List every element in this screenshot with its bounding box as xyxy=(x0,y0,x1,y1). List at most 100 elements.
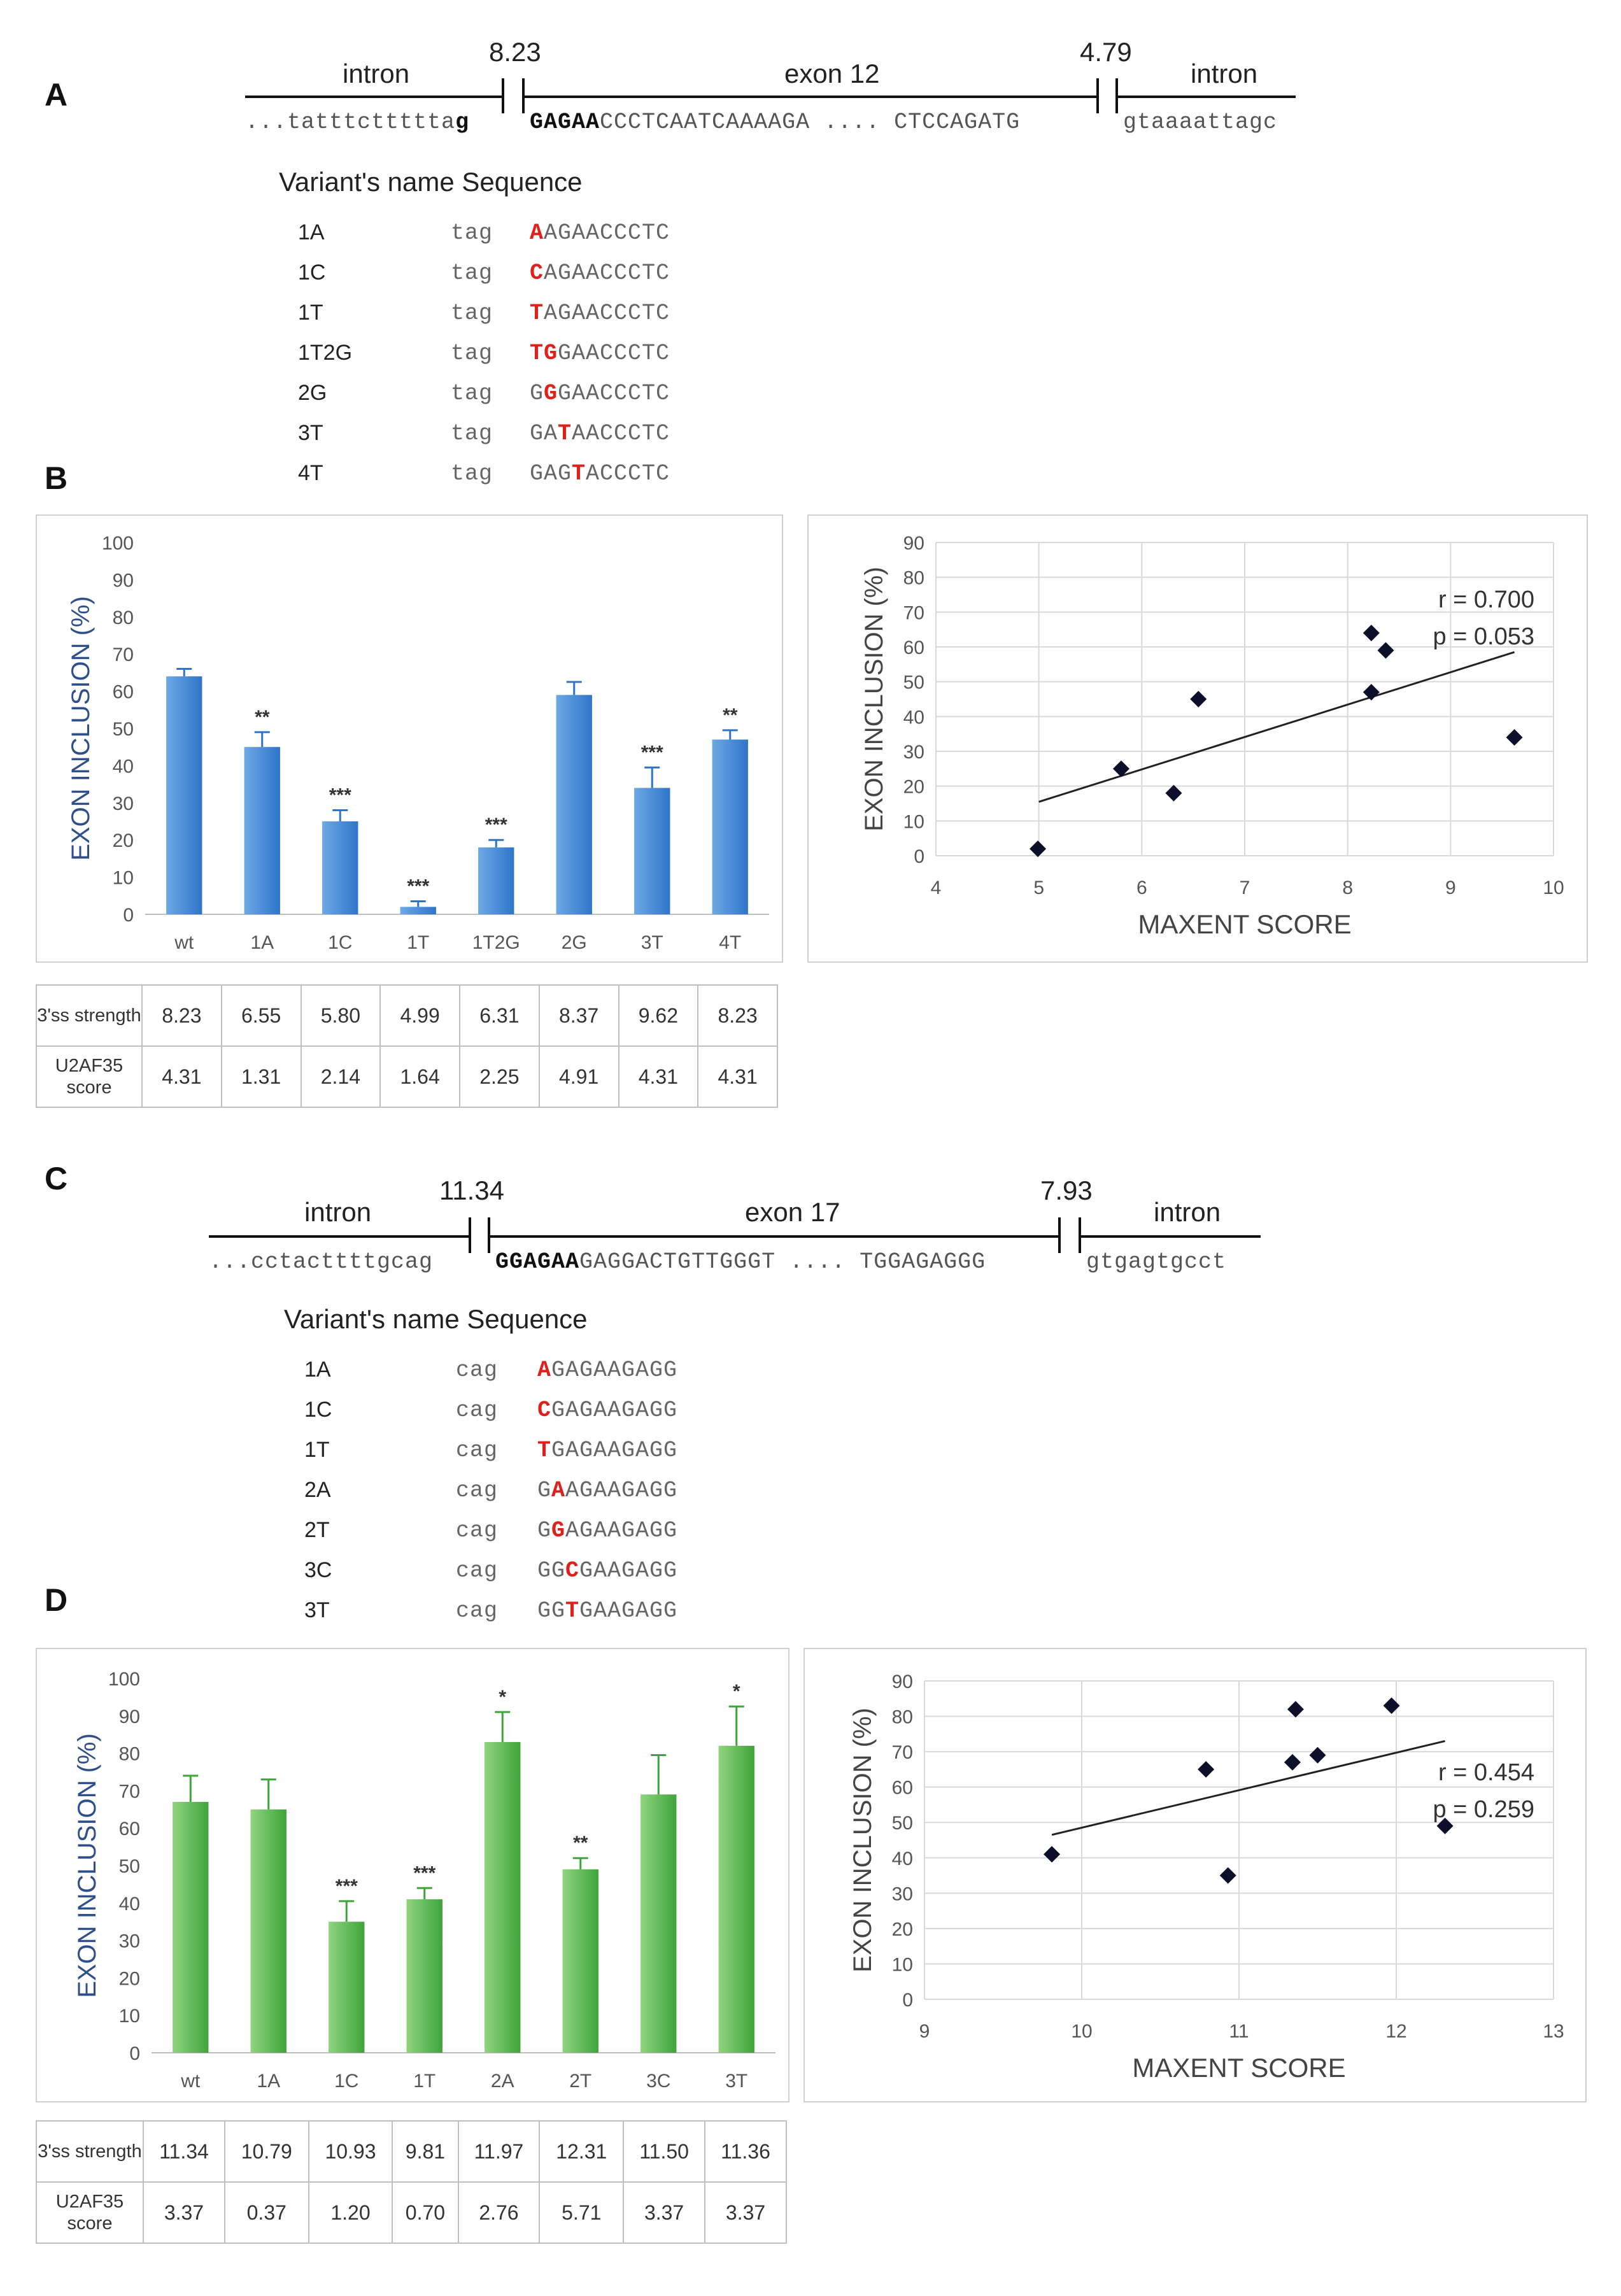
variant-seq-post: GAACCCTC xyxy=(558,341,670,366)
variant-seq-mut: C xyxy=(530,260,544,286)
c-intron-right-label: intron xyxy=(1154,1197,1221,1227)
a-left-splice-score: 8.23 xyxy=(489,37,541,67)
bar xyxy=(556,695,592,914)
y-tick-label: 50 xyxy=(903,672,924,693)
variant-seq-post: AGAAGAGG xyxy=(565,1518,678,1543)
y-tick-label: 90 xyxy=(119,1706,140,1727)
x-tick-label: 10 xyxy=(1071,2021,1092,2042)
variant-seq-mut: TG xyxy=(530,341,558,366)
variant-seq-post: GAGAAGAGG xyxy=(551,1398,678,1423)
variant-name: 3C xyxy=(304,1558,332,1582)
variant-seq-post: AGAACCCTC xyxy=(544,260,670,286)
variant-seq-post: AGAACCCTC xyxy=(544,301,670,326)
significance-marker: *** xyxy=(329,784,351,805)
variant-seq-pre: G xyxy=(537,1518,552,1543)
x-tick-label: 13 xyxy=(1543,2021,1564,2042)
variant-prefix: cag xyxy=(456,1398,499,1423)
a-intron-left-label: intron xyxy=(343,59,410,89)
x-tick-label: 1T2G xyxy=(472,932,520,953)
table-cell: 5.71 xyxy=(539,2181,625,2244)
variant-prefix: cag xyxy=(456,1478,499,1503)
y-axis-title: EXON INCLUSION (%) xyxy=(860,567,888,832)
y-tick-label: 40 xyxy=(892,1848,913,1869)
bar xyxy=(478,847,514,914)
variant-prefix: tag xyxy=(451,381,493,406)
bar xyxy=(634,788,670,914)
variant-name: 3T xyxy=(304,1598,330,1622)
bar xyxy=(322,821,358,914)
data-point xyxy=(1165,784,1182,802)
y-tick-label: 100 xyxy=(102,533,134,554)
data-point xyxy=(1287,1701,1304,1718)
y-tick-label: 40 xyxy=(113,756,134,777)
table-cell: 11.36 xyxy=(704,2120,787,2183)
table-cell: 9.81 xyxy=(392,2120,459,2183)
panel-c-label: C xyxy=(45,1161,68,1196)
variant-seq-post: AGAACCCTC xyxy=(544,220,670,246)
variant-seq-post: GAGAAGAGG xyxy=(551,1357,678,1383)
x-tick-label: wt xyxy=(174,932,194,953)
variant-seq-post: GAGAAGAGG xyxy=(551,1438,678,1463)
data-point xyxy=(1436,1817,1454,1834)
bar xyxy=(712,739,748,914)
bar xyxy=(485,1741,521,2053)
data-point xyxy=(1044,1846,1061,1863)
d-scatter-chart: 0 10 20 30 40 50 60 70 80 90 9 10 11 12 13 r = 0.454 p =… xyxy=(849,1671,1564,2083)
b-row-label-strength: 3'ss strength xyxy=(36,984,143,1047)
table-cell: 1.64 xyxy=(379,1045,460,1108)
y-tick-label: 90 xyxy=(892,1671,913,1692)
bar xyxy=(250,1809,287,2053)
data-point xyxy=(1198,1761,1215,1778)
variant-sequence: AAGAACCCTC xyxy=(530,220,670,246)
significance-marker: *** xyxy=(336,1876,358,1897)
data-point xyxy=(1363,625,1380,642)
table-cell: 4.31 xyxy=(141,1045,222,1108)
data-point xyxy=(1030,840,1047,858)
variant-name: 4T xyxy=(298,461,323,485)
a-exon-label: exon 12 xyxy=(784,59,880,89)
table-cell: 11.50 xyxy=(623,2120,706,2183)
y-axis-title: EXON INCLUSION (%) xyxy=(849,1708,877,1973)
significance-marker: ** xyxy=(573,1832,588,1853)
variant-seq-mut: A xyxy=(537,1357,552,1383)
c-intron-left-sequence: ...cctacttttgcag xyxy=(209,1249,434,1275)
d-score-table: 3'ss strength 11.34 10.79 10.93 9.81 11.… xyxy=(36,2120,787,2244)
variant-sequence: GAAGAAGAGG xyxy=(537,1478,677,1503)
a-exon-sequence: GAGAACCCTCAATCAAAAGA .... CTCCAGATG xyxy=(530,110,1021,135)
y-tick-label: 0 xyxy=(129,2043,140,2064)
variant-seq-mut: G xyxy=(551,1518,566,1543)
x-tick-label: 3T xyxy=(725,2071,747,2092)
y-tick-label: 60 xyxy=(903,637,924,658)
variant-prefix: cag xyxy=(456,1598,499,1624)
trend-line xyxy=(1051,1740,1445,1836)
x-axis-title: MAXENT SCORE xyxy=(1138,909,1351,939)
y-tick-label: 40 xyxy=(119,1894,140,1915)
x-tick-label: 5 xyxy=(1033,877,1044,898)
y-axis-title: EXON INCLUSION (%) xyxy=(73,1733,101,1998)
d-bar-chart-frame: 0 10 20 30 40 50 60 70 80 90 100 wt 1A *** 1C *** 1T * 2A *… xyxy=(36,1648,789,2102)
y-tick-label: 80 xyxy=(892,1707,913,1728)
variant-seq-pre: GG xyxy=(537,1558,566,1584)
table-cell: 9.62 xyxy=(618,984,699,1047)
variant-sequence: TGGAACCCTC xyxy=(530,341,670,366)
variant-prefix: tag xyxy=(451,220,493,246)
a-intron-right-sequence: gtaaaattagc xyxy=(1123,110,1278,135)
table-cell: 4.91 xyxy=(538,1045,619,1108)
y-tick-label: 30 xyxy=(119,1931,140,1952)
table-cell: 8.23 xyxy=(697,984,778,1047)
variant-prefix: cag xyxy=(456,1558,499,1584)
y-tick-label: 50 xyxy=(119,1856,140,1877)
variant-seq-pre: G xyxy=(537,1478,552,1503)
x-tick-label: 2A xyxy=(491,2071,514,2092)
c-variant-table-header: Variant's name Sequence xyxy=(284,1304,588,1334)
variant-seq-mut: T xyxy=(572,461,586,486)
variant-prefix: cag xyxy=(456,1438,499,1463)
variant-seq-post: AGAAGAGG xyxy=(565,1478,678,1503)
x-tick-label: 2T xyxy=(569,2071,591,2092)
variant-seq-mut: T xyxy=(565,1598,580,1624)
variant-seq-pre: G xyxy=(530,381,544,406)
variant-seq-pre: GAG xyxy=(530,461,572,486)
variant-seq-mut: T xyxy=(530,301,544,326)
x-tick-label: 9 xyxy=(919,2021,930,2042)
